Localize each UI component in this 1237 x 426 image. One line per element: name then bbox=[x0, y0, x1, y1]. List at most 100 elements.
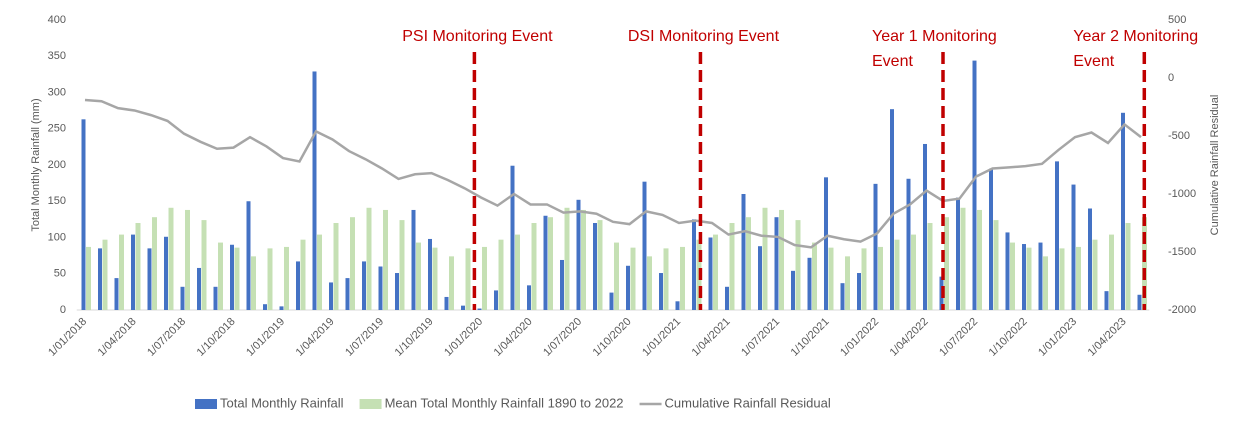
bar bbox=[762, 207, 768, 310]
bar bbox=[840, 283, 845, 310]
bar bbox=[251, 256, 256, 310]
bar bbox=[614, 242, 619, 310]
bar bbox=[560, 259, 564, 310]
bar bbox=[659, 273, 663, 310]
bar bbox=[972, 60, 977, 310]
bar bbox=[1005, 232, 1010, 310]
y2-tick-label: 0 bbox=[1168, 72, 1174, 84]
bar bbox=[1076, 246, 1081, 310]
bar bbox=[444, 296, 449, 310]
bar bbox=[878, 246, 883, 310]
bar bbox=[1010, 242, 1015, 310]
bar bbox=[1043, 256, 1048, 310]
bar bbox=[1142, 217, 1147, 310]
y-tick-label: 0 bbox=[60, 304, 66, 316]
x-tick-label: 1/01/2020 bbox=[442, 316, 485, 359]
x-tick-label: 1/01/2021 bbox=[640, 316, 683, 359]
x-tick-label: 1/04/2020 bbox=[492, 316, 535, 359]
bar bbox=[147, 248, 152, 310]
legend-label: Cumulative Rainfall Residual bbox=[665, 395, 831, 410]
bar bbox=[1059, 248, 1065, 310]
bar bbox=[675, 301, 680, 310]
bar bbox=[857, 273, 861, 310]
bar bbox=[494, 290, 498, 310]
bar bbox=[267, 248, 273, 310]
y-tick-label: 100 bbox=[48, 231, 66, 243]
x-tick-label: 1/07/2020 bbox=[541, 316, 584, 359]
legend-label: Total Monthly Rainfall bbox=[220, 395, 344, 410]
bar bbox=[911, 234, 916, 310]
bar bbox=[515, 234, 520, 310]
bar bbox=[708, 237, 713, 310]
bar bbox=[218, 242, 223, 310]
x-tick-label: 1/04/2018 bbox=[96, 316, 139, 359]
bar bbox=[284, 246, 289, 310]
x-tick-label: 1/07/2018 bbox=[145, 316, 188, 359]
bar bbox=[1121, 112, 1125, 310]
bar bbox=[845, 256, 850, 310]
bar bbox=[383, 209, 388, 310]
y-tick-label: 50 bbox=[54, 268, 66, 280]
bar bbox=[1022, 244, 1026, 310]
bar bbox=[729, 223, 735, 310]
x-tick-label: 1/07/2021 bbox=[739, 316, 782, 359]
x-tick-label: 1/10/2022 bbox=[987, 316, 1030, 359]
bar bbox=[548, 217, 553, 310]
bar bbox=[317, 234, 322, 310]
bar bbox=[609, 292, 614, 310]
bar bbox=[812, 242, 817, 310]
bar bbox=[647, 256, 652, 310]
y2-tick-label: -500 bbox=[1168, 130, 1190, 142]
bar bbox=[416, 242, 421, 310]
bar bbox=[1088, 208, 1092, 310]
bar bbox=[543, 215, 548, 310]
x-tick-label: 1/01/2018 bbox=[46, 316, 89, 359]
bar bbox=[630, 247, 636, 310]
bar bbox=[989, 168, 993, 310]
x-tick-label: 1/07/2022 bbox=[937, 316, 980, 359]
bar bbox=[873, 183, 878, 310]
x-tick-label: 1/10/2018 bbox=[195, 316, 238, 359]
bar bbox=[1026, 247, 1032, 310]
bar bbox=[86, 246, 91, 310]
bar bbox=[791, 270, 795, 310]
bar bbox=[1071, 184, 1076, 310]
bar bbox=[663, 248, 669, 310]
bar bbox=[114, 278, 119, 310]
bar bbox=[246, 201, 251, 310]
bar bbox=[477, 308, 482, 310]
bar bbox=[1109, 234, 1114, 310]
bar bbox=[725, 286, 729, 310]
bar bbox=[960, 207, 966, 310]
bar bbox=[956, 197, 960, 310]
legend-label: Mean Total Monthly Rainfall 1890 to 2022 bbox=[385, 395, 624, 410]
bar bbox=[395, 273, 399, 310]
x-tick-label: 1/04/2019 bbox=[294, 316, 337, 359]
bar bbox=[890, 109, 894, 310]
bar bbox=[626, 265, 630, 310]
bar bbox=[1125, 223, 1131, 310]
bar bbox=[713, 234, 718, 310]
event-label: DSI Monitoring Event bbox=[627, 28, 780, 45]
bar bbox=[168, 207, 174, 310]
y-tick-label: 150 bbox=[48, 195, 66, 207]
bar bbox=[642, 181, 647, 310]
x-tick-label: 1/10/2019 bbox=[393, 316, 436, 359]
bar bbox=[449, 256, 454, 310]
event-label: PSI Monitoring Event bbox=[402, 28, 553, 45]
event-label: Year 1 Monitoring Event bbox=[872, 28, 997, 70]
bar bbox=[861, 248, 867, 310]
bar bbox=[234, 247, 240, 310]
bar bbox=[432, 247, 438, 310]
x-tick-label: 1/07/2019 bbox=[343, 316, 386, 359]
bar bbox=[119, 234, 124, 310]
bar bbox=[1092, 239, 1098, 310]
bar bbox=[593, 223, 597, 310]
bar bbox=[164, 236, 168, 310]
bar bbox=[263, 304, 267, 310]
bar bbox=[201, 220, 207, 310]
y2-tick-label: -2000 bbox=[1168, 304, 1196, 316]
y-tick-label: 400 bbox=[48, 14, 66, 26]
bar bbox=[350, 217, 355, 310]
